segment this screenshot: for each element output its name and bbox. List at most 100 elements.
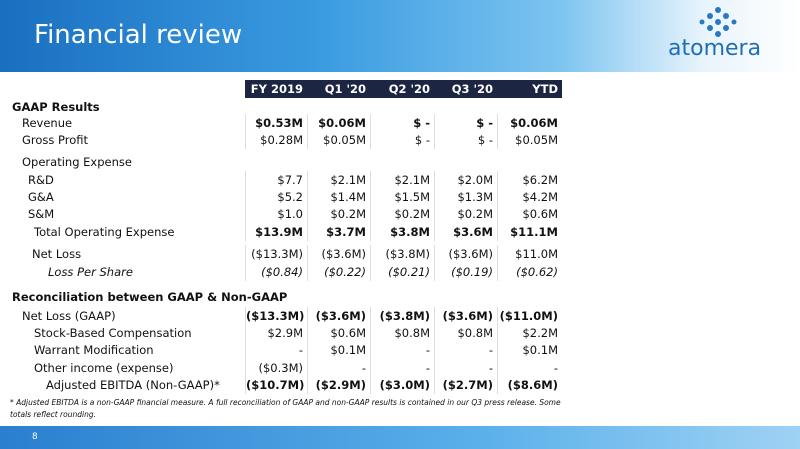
row-label: Other income (expense) <box>34 361 174 375</box>
section-label: Operating Expense <box>22 155 132 169</box>
slide-title: Financial review <box>34 20 243 50</box>
value-cell: $0.6M <box>307 324 370 342</box>
value-cell: ($3.0M) <box>370 376 434 394</box>
value-cell: $0.05M <box>497 131 562 149</box>
value-cell: ($0.3M) <box>245 359 307 377</box>
value-cell: $3.7M <box>307 223 370 241</box>
value-cell: $4.2M <box>497 188 562 206</box>
value-cell: $2.1M <box>307 171 370 189</box>
row-label: Net Loss <box>32 247 82 261</box>
value-cell: ($3.8M) <box>370 245 434 263</box>
table-row: Revenue $0.53M $0.06M $ - $ - $0.06M <box>10 114 562 132</box>
table-row: GAAP Results <box>10 98 562 116</box>
value-cell: $0.6M <box>497 205 562 223</box>
footer-band <box>0 426 800 449</box>
value-cell: $1.0 <box>245 205 307 223</box>
value-cell: ($2.7M) <box>434 376 497 394</box>
value-cell: $0.1M <box>307 341 370 359</box>
table-row: Operating Expense <box>10 153 562 171</box>
page-number: 8 <box>32 432 38 442</box>
value-cell: ($0.19) <box>434 263 497 281</box>
value-cell: ($3.6M) <box>434 307 497 325</box>
row-label: S&M <box>28 207 55 221</box>
value-cell: $2.9M <box>245 324 307 342</box>
value-cell: ($0.21) <box>370 263 434 281</box>
table-row: Net Loss ($13.3M) ($3.6M) ($3.8M) ($3.6M) $11… <box>10 245 562 263</box>
value-cell: $0.1M <box>497 341 562 359</box>
value-cell: $13.9M <box>245 223 307 241</box>
row-label: Loss Per Share <box>48 265 133 279</box>
value-cell: ($0.62) <box>497 263 562 281</box>
value-cell: $ - <box>434 114 497 132</box>
value-cell: $2.2M <box>497 324 562 342</box>
value-cell: - <box>434 359 497 377</box>
footnote: * Adjusted EBITDA is a non-GAAP financia… <box>10 398 561 419</box>
row-label: Adjusted EBITDA (Non-GAAP)* <box>46 378 220 392</box>
logo-text: atomera <box>668 36 762 61</box>
value-cell: ($3.6M) <box>307 245 370 263</box>
value-cell: $11.1M <box>497 223 562 241</box>
value-cell: $0.05M <box>307 131 370 149</box>
table-row: G&A $5.2 $1.4M $1.5M $1.3M $4.2M <box>10 188 562 206</box>
value-cell: ($3.6M) <box>307 307 370 325</box>
value-cell: $7.7 <box>245 171 307 189</box>
header-band <box>0 0 800 72</box>
column-header: FY 2019 <box>245 80 307 98</box>
value-cell: - <box>245 341 307 359</box>
value-cell: $2.0M <box>434 171 497 189</box>
value-cell: ($13.3M) <box>245 245 307 263</box>
value-cell: $2.1M <box>370 171 434 189</box>
value-cell: - <box>497 359 562 377</box>
table-row: Net Loss (GAAP) ($13.3M) ($3.6M) ($3.8M) ($3… <box>10 307 562 325</box>
table-row: Loss Per Share ($0.84) ($0.22) ($0.21) ($0.1… <box>10 263 562 281</box>
table-row: Gross Profit $0.28M $0.05M $ - $ - $0.05M <box>10 131 562 149</box>
section-label: GAAP Results <box>12 100 100 114</box>
row-label: Total Operating Expense <box>34 225 175 239</box>
column-header: Q3 '20 <box>434 80 497 98</box>
value-cell: $5.2 <box>245 188 307 206</box>
value-cell: $3.8M <box>370 223 434 241</box>
row-label: Warrant Modification <box>34 343 154 357</box>
row-label: Stock-Based Compensation <box>34 326 192 340</box>
value-cell: ($13.3M) <box>245 307 307 325</box>
table-row: Stock-Based Compensation $2.9M $0.6M $0.8M $… <box>10 324 562 342</box>
header-row: FY 2019 Q1 '20 Q2 '20 Q3 '20 YTD 2020 <box>10 80 562 114</box>
value-cell: $0.28M <box>245 131 307 149</box>
value-cell: - <box>370 341 434 359</box>
table-row: R&D $7.7 $2.1M $2.1M $2.0M $6.2M <box>10 171 562 189</box>
value-cell: $ - <box>434 131 497 149</box>
table-row: S&M $1.0 $0.2M $0.2M $0.2M $0.6M <box>10 205 562 223</box>
value-cell: $1.4M <box>307 188 370 206</box>
row-label: Gross Profit <box>22 133 89 147</box>
value-cell: $0.53M <box>245 114 307 132</box>
row-label: G&A <box>28 190 54 204</box>
value-cell: ($0.84) <box>245 263 307 281</box>
section-label: Reconciliation between GAAP & Non-GAAP <box>12 290 288 304</box>
value-cell: ($10.7M) <box>245 376 307 394</box>
logo-mark <box>699 7 737 37</box>
value-cell: ($3.8M) <box>370 307 434 325</box>
value-cell: $ - <box>370 131 434 149</box>
row-label: Net Loss (GAAP) <box>22 309 116 323</box>
value-cell: $ - <box>370 114 434 132</box>
value-cell: $3.6M <box>434 223 497 241</box>
value-cell: - <box>370 359 434 377</box>
column-header: Q2 '20 <box>370 80 434 98</box>
row-label: R&D <box>28 173 54 187</box>
column-header: YTD 2020 <box>497 80 562 114</box>
value-cell: $1.5M <box>370 188 434 206</box>
table-row: Warrant Modification - $0.1M - - $0.1M <box>10 341 562 359</box>
value-cell: $0.2M <box>434 205 497 223</box>
value-cell: $6.2M <box>497 171 562 189</box>
value-cell: $0.2M <box>370 205 434 223</box>
table-row: Other income (expense) ($0.3M) - - - - <box>10 359 562 377</box>
column-header: Q1 '20 <box>307 80 370 98</box>
row-label: Revenue <box>22 116 73 130</box>
value-cell: ($0.22) <box>307 263 370 281</box>
value-cell: $1.3M <box>434 188 497 206</box>
table-row: Total Operating Expense $13.9M $3.7M $3.8M $… <box>10 223 562 241</box>
value-cell: $0.2M <box>307 205 370 223</box>
table-row: Adjusted EBITDA (Non-GAAP)* ($10.7M) ($2.9… <box>10 376 562 394</box>
value-cell: ($11.0M) <box>497 307 562 325</box>
